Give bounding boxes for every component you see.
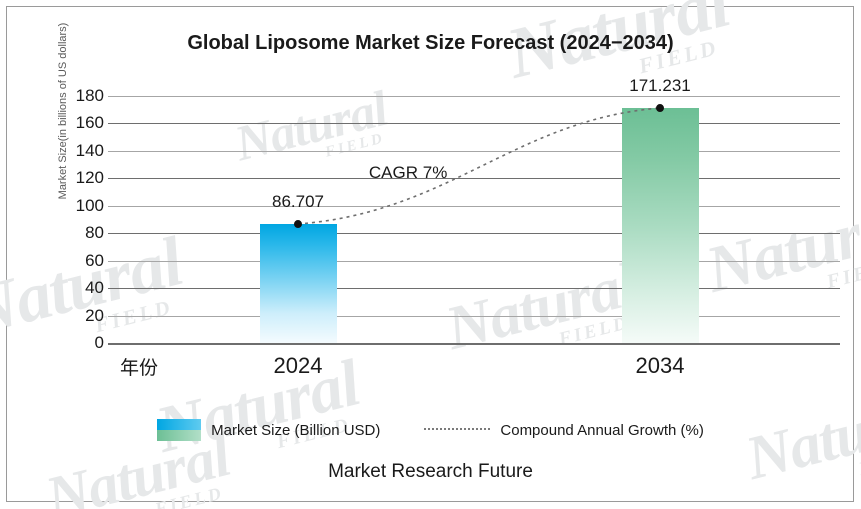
gridline [108, 178, 840, 180]
y-axis-tick-label: 60 [85, 250, 104, 270]
legend-dotted-line-icon [424, 428, 491, 432]
gridline [108, 96, 840, 97]
legend-item-cagr[interactable]: Compound Annual Growth (%) [424, 421, 704, 439]
chart-title: Global Liposome Market Size Forecast (20… [187, 32, 674, 54]
y-axis-tick-label: 0 [94, 333, 104, 352]
y-axis-tick-label: 180 [75, 86, 104, 105]
chart-legend: Market Size (Billion USD) Compound Annua… [0, 419, 861, 441]
gridline [108, 205, 840, 207]
legend-gradient-swatch-icon [157, 419, 202, 441]
y-axis-tick-label: 120 [75, 168, 104, 188]
gridline [108, 233, 840, 235]
data-label-2024: 86.707 [272, 192, 324, 212]
y-axis-tick-label: 140 [75, 140, 104, 160]
gridline [108, 288, 840, 290]
bar-2024[interactable] [259, 224, 337, 343]
watermark: Natural FIELD [739, 380, 861, 505]
cagr-annotation: CAGR 7% [368, 163, 448, 183]
bar-2034[interactable] [621, 108, 699, 343]
legend-label-cagr: Compound Annual Growth (%) [500, 421, 704, 439]
x-axis-tick-label-2034: 2034 [635, 353, 685, 378]
y-axis-tick-label: 80 [85, 223, 104, 243]
gridline [108, 123, 840, 125]
x-axis-line [108, 343, 840, 345]
cagr-marker-2024[interactable] [294, 220, 302, 229]
gridline [108, 260, 840, 262]
legend-label-market-size: Market Size (Billion USD) [211, 421, 381, 439]
y-axis-tick-label: 20 [85, 305, 104, 325]
x-axis-tick-labels: 2024 2034 年份 [0, 353, 861, 393]
y-axis-tick-label: 100 [75, 195, 104, 215]
y-axis-tick-label: 40 [85, 278, 104, 298]
y-axis-tick-label: 160 [75, 113, 104, 133]
x-axis-title: 年份 [119, 358, 159, 379]
cagr-trend-line [294, 104, 664, 229]
data-label-2034: 171.231 [629, 76, 691, 96]
plot-area: 86.707 171.231 CAGR 7% [108, 76, 840, 344]
gridline [108, 150, 840, 152]
x-axis-tick-label-2024: 2024 [273, 353, 323, 378]
cagr-line-path [297, 107, 661, 225]
gridline [108, 315, 840, 317]
source-brand: Market Research Future [328, 461, 533, 482]
watermark-sub-text: FIELD [153, 482, 226, 509]
legend-item-market-size[interactable]: Market Size (Billion USD) [157, 419, 380, 441]
cagr-marker-2034[interactable] [656, 104, 664, 113]
y-axis-tick-labels: 0 20 40 60 80 100 120 140 160 180 [60, 86, 104, 352]
